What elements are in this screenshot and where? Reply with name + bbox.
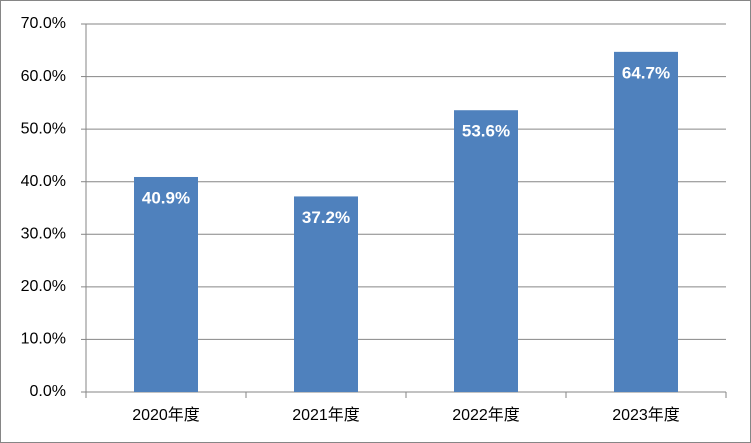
x-tick-label: 2022年度 bbox=[452, 406, 520, 424]
bar bbox=[614, 51, 678, 393]
y-tick-label: 40.0% bbox=[21, 173, 66, 190]
value-label: 37.2% bbox=[302, 208, 350, 227]
bar bbox=[294, 196, 358, 392]
value-label: 40.9% bbox=[142, 188, 190, 207]
x-tick-label: 2021年度 bbox=[292, 406, 360, 424]
value-label: 64.7% bbox=[622, 63, 670, 82]
y-tick-label: 70.0% bbox=[21, 15, 66, 32]
y-tick-label: 0.0% bbox=[30, 383, 66, 400]
value-label: 53.6% bbox=[462, 122, 510, 141]
x-tick-label: 2023年度 bbox=[612, 406, 680, 424]
y-tick-label: 20.0% bbox=[21, 278, 66, 295]
x-tick-label: 2020年度 bbox=[132, 406, 200, 424]
y-tick-label: 10.0% bbox=[21, 331, 66, 348]
y-tick-label: 30.0% bbox=[21, 226, 66, 243]
bar bbox=[134, 176, 198, 392]
bar bbox=[454, 110, 518, 393]
y-tick-label: 60.0% bbox=[21, 68, 66, 85]
y-tick-label: 50.0% bbox=[21, 120, 66, 137]
